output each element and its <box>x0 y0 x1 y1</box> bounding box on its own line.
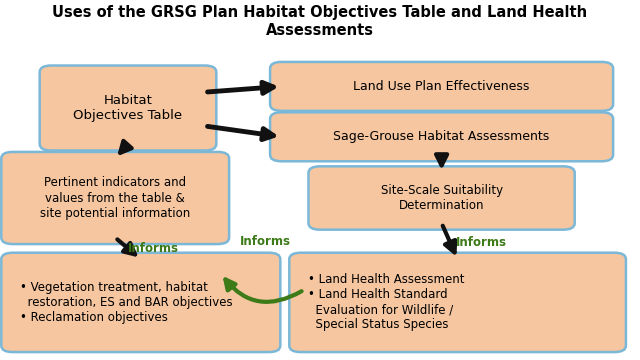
FancyBboxPatch shape <box>270 112 613 161</box>
FancyBboxPatch shape <box>308 166 575 230</box>
FancyBboxPatch shape <box>40 66 216 150</box>
Text: Uses of the GRSG Plan Habitat Objectives Table and Land Health
Assessments: Uses of the GRSG Plan Habitat Objectives… <box>52 5 588 38</box>
FancyBboxPatch shape <box>270 62 613 111</box>
Text: • Vegetation treatment, habitat
  restoration, ES and BAR objectives
• Reclamati: • Vegetation treatment, habitat restorat… <box>20 281 233 324</box>
Text: Land Use Plan Effectiveness: Land Use Plan Effectiveness <box>353 80 530 93</box>
Text: Site-Scale Suitability
Determination: Site-Scale Suitability Determination <box>381 184 502 212</box>
FancyBboxPatch shape <box>289 253 626 352</box>
Text: Informs: Informs <box>456 236 507 249</box>
FancyBboxPatch shape <box>1 253 280 352</box>
Text: Pertinent indicators and
values from the table &
site potential information: Pertinent indicators and values from the… <box>40 176 190 220</box>
FancyBboxPatch shape <box>1 152 229 244</box>
Text: Informs: Informs <box>240 235 291 248</box>
Text: Informs: Informs <box>128 242 179 255</box>
Text: Sage-Grouse Habitat Assessments: Sage-Grouse Habitat Assessments <box>333 130 550 143</box>
Text: Habitat
Objectives Table: Habitat Objectives Table <box>74 94 182 122</box>
Text: • Land Health Assessment
• Land Health Standard
  Evaluation for Wildlife /
  Sp: • Land Health Assessment • Land Health S… <box>308 273 465 332</box>
FancyArrowPatch shape <box>225 279 301 302</box>
